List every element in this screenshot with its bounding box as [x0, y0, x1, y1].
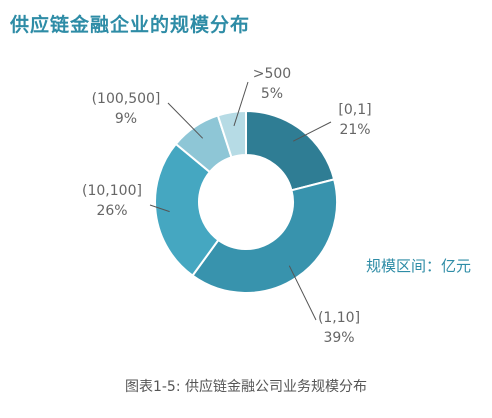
slice-category-label-0: [0,1] — [338, 102, 371, 118]
leader-line-0 — [292, 121, 332, 142]
chart-title: 供应链金融企业的规模分布 — [10, 14, 251, 36]
slice-value-label-1: 39% — [323, 330, 354, 346]
donut-slices — [154, 109, 338, 294]
donut-slice-0 — [245, 109, 336, 192]
slice-value-label-3: 9% — [115, 111, 137, 127]
donut-slice-1 — [191, 178, 338, 294]
slice-value-label-2: 26% — [96, 203, 127, 219]
leader-lines — [149, 81, 332, 321]
donut-slice-4 — [216, 109, 247, 159]
slice-value-label-4: 5% — [261, 86, 283, 102]
leader-line-2 — [149, 204, 170, 213]
donut-slice-2 — [154, 142, 220, 278]
figure-caption: 图表1-5: 供应链金融公司业务规模分布 — [124, 379, 368, 395]
slice-category-label-1: (1,10] — [318, 310, 360, 326]
slice-category-label-3: (100,500] — [92, 91, 161, 107]
slice-category-label-4: >500 — [253, 66, 291, 82]
leader-line-4 — [233, 81, 249, 127]
slice-labels: [0,1] 21% (1,10] 39% (10,100] 26% (100,500] 9% >… — [82, 66, 372, 346]
slice-category-label-2: (10,100] — [82, 183, 142, 199]
leader-line-1 — [288, 265, 317, 321]
slice-value-label-0: 21% — [339, 122, 370, 138]
leader-line-3 — [167, 102, 204, 139]
unit-note: 规模区间：亿元 — [366, 257, 472, 275]
